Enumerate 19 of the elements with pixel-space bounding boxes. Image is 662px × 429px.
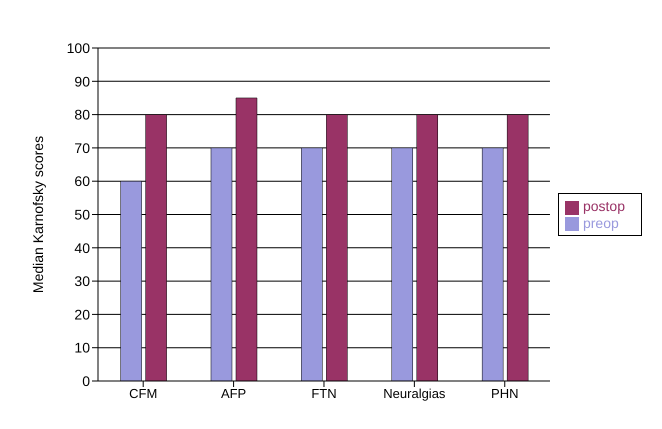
y-tick-label: 0 <box>82 372 90 389</box>
x-tick-label: PHN <box>491 386 518 402</box>
y-tick-label: 100 <box>66 40 90 56</box>
y-tick-label: 10 <box>74 340 90 356</box>
y-tick-label: 70 <box>74 140 90 156</box>
y-tick-label: 50 <box>74 206 90 222</box>
y-tick-label: 40 <box>74 240 90 256</box>
y-tick-label: 30 <box>74 273 90 290</box>
y-tick-label: 60 <box>74 173 90 190</box>
y-tick-label: 20 <box>74 306 90 322</box>
x-tick-label: CFM <box>129 386 158 402</box>
x-tick-label: Neuralgias <box>383 386 446 402</box>
y-tick-label: 90 <box>74 73 90 90</box>
legend-label: postop <box>582 198 625 214</box>
y-axis-title: Median Karnofsky scores <box>30 136 46 294</box>
x-tick-label: AFP <box>220 386 246 402</box>
legend-label: preop <box>582 214 619 230</box>
x-tick-label: FTN <box>311 386 337 402</box>
y-tick-label: 80 <box>74 106 90 123</box>
